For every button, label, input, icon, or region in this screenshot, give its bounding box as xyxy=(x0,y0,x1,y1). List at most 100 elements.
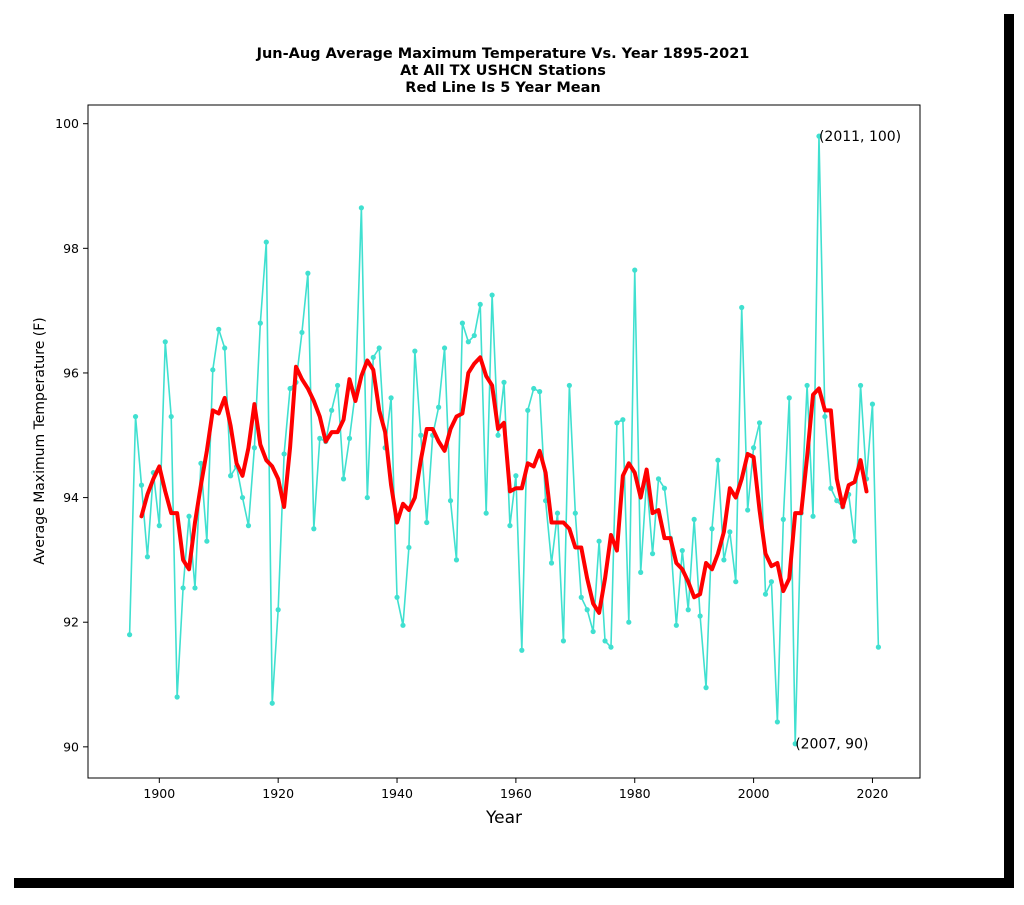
annual-point xyxy=(388,395,394,401)
annual-point xyxy=(709,526,715,532)
annual-point xyxy=(346,435,353,441)
annual-point xyxy=(578,594,584,600)
annual-point xyxy=(685,607,691,613)
annual-point xyxy=(531,385,537,392)
annual-point xyxy=(400,622,406,628)
annual-point xyxy=(715,457,721,463)
annual-point xyxy=(875,644,882,650)
annual-point xyxy=(661,485,668,491)
annual-point xyxy=(192,585,198,591)
annual-point xyxy=(679,547,685,554)
annual-point xyxy=(441,345,448,351)
annual-point xyxy=(275,607,281,613)
annual-point xyxy=(519,647,525,653)
annotation-label: (2011, 100) xyxy=(819,129,901,145)
annual-point xyxy=(572,510,578,516)
y-tick-label: 90 xyxy=(63,739,79,754)
y-tick-label: 96 xyxy=(63,365,79,380)
annual-point xyxy=(513,473,519,479)
annual-point xyxy=(216,326,222,332)
annual-point xyxy=(745,507,751,513)
annual-point xyxy=(828,485,834,491)
annual-point xyxy=(566,382,572,389)
annual-point xyxy=(649,551,656,557)
annual-point xyxy=(180,585,186,591)
annual-point xyxy=(632,267,638,273)
annual-point xyxy=(525,407,531,413)
annual-point xyxy=(703,685,709,691)
annual-point xyxy=(477,301,483,308)
annual-point xyxy=(204,538,210,544)
annual-point xyxy=(483,510,489,516)
annual-point xyxy=(269,700,275,706)
annual-point xyxy=(608,644,614,650)
annual-point xyxy=(507,523,513,529)
annual-point xyxy=(305,270,311,276)
annual-point xyxy=(762,591,769,597)
annual-point xyxy=(489,292,495,298)
x-tick-label: 2000 xyxy=(738,786,770,801)
annual-point xyxy=(739,304,745,311)
annual-point xyxy=(501,379,507,385)
x-tick-label: 1960 xyxy=(500,786,532,801)
annual-point xyxy=(638,569,644,575)
annual-point xyxy=(537,389,543,395)
x-axis: 1900 1920 1940 1960 1980 2000 2020 xyxy=(143,778,888,801)
annual-point xyxy=(857,382,864,389)
annual-point xyxy=(251,445,257,451)
annual-point xyxy=(620,417,626,423)
annual-point xyxy=(317,435,323,441)
annual-point xyxy=(418,432,424,438)
annual-point xyxy=(186,513,192,519)
annual-point xyxy=(774,719,780,725)
x-tick-label: 1980 xyxy=(619,786,651,801)
annual-point xyxy=(127,632,133,638)
y-axis-label: Average Maximum Temperature (F) xyxy=(32,317,48,564)
annual-point xyxy=(590,628,596,635)
annual-point xyxy=(810,513,816,519)
annual-point xyxy=(436,404,442,410)
annual-point xyxy=(786,395,792,401)
annual-point xyxy=(222,345,228,351)
annual-point xyxy=(257,320,263,326)
five-year-mean-line xyxy=(139,355,869,615)
annual-point xyxy=(340,476,347,482)
annual-point xyxy=(376,345,382,351)
annual-point xyxy=(721,557,727,563)
annual-point xyxy=(822,413,828,420)
annual-point xyxy=(394,594,400,600)
annual-point xyxy=(370,354,376,360)
y-tick-label: 94 xyxy=(63,490,79,505)
annual-point xyxy=(751,445,757,451)
annual-point xyxy=(299,329,305,336)
annual-point xyxy=(655,476,662,482)
annual-point xyxy=(626,619,632,625)
annual-point xyxy=(138,482,145,488)
annual-point xyxy=(198,460,204,466)
annual-point xyxy=(691,516,697,522)
annual-point xyxy=(364,494,370,501)
annual-point xyxy=(697,613,703,619)
annual-point xyxy=(358,205,364,211)
annual-point xyxy=(144,554,151,560)
annual-point xyxy=(733,579,739,585)
annual-point xyxy=(834,498,840,504)
y-axis: 90 92 94 96 98 100 xyxy=(55,116,88,754)
annual-point xyxy=(245,523,252,529)
annual-point xyxy=(584,607,590,613)
annual-point xyxy=(281,451,287,457)
y-tick-label: 92 xyxy=(63,615,79,630)
annual-point xyxy=(602,638,608,644)
x-tick-label: 2020 xyxy=(857,786,889,801)
annual-point xyxy=(329,407,335,413)
annual-point xyxy=(453,557,460,563)
annual-point xyxy=(132,413,139,420)
annual-point xyxy=(614,420,620,426)
annual-point xyxy=(263,239,269,245)
annual-point xyxy=(780,516,786,522)
annual-point xyxy=(239,494,246,501)
annual-point xyxy=(560,638,567,644)
annual-point xyxy=(168,413,174,420)
annual-point xyxy=(424,519,430,526)
